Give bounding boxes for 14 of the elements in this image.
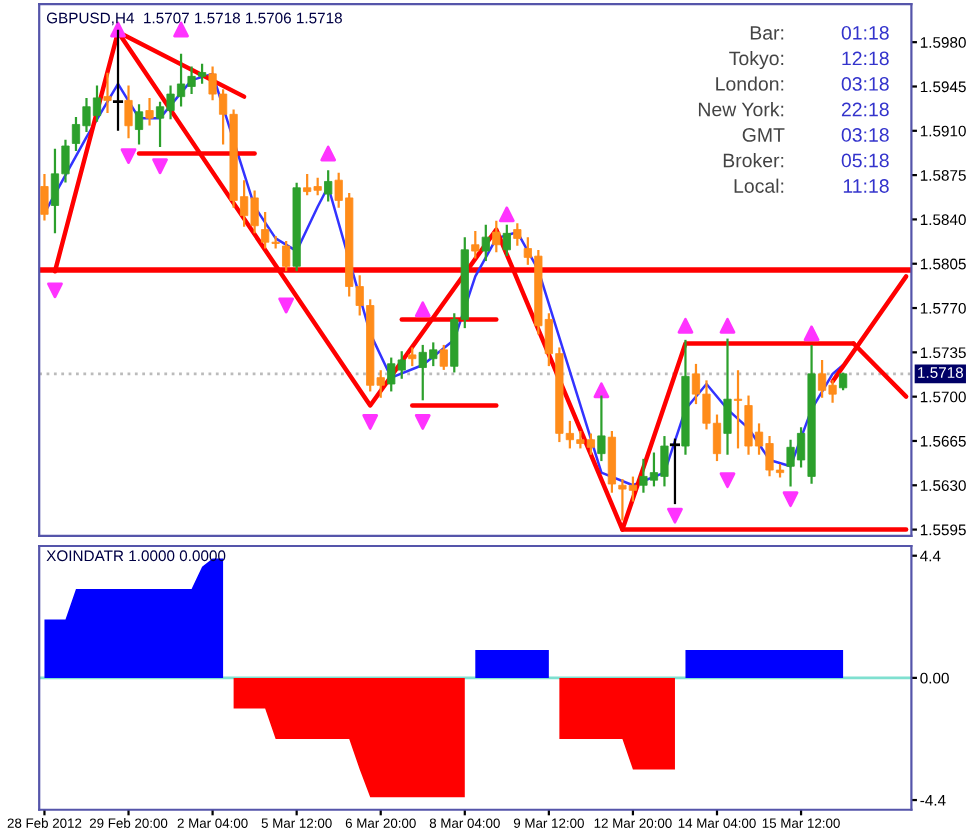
annotation: Tokyo: <box>729 50 784 70</box>
annotation: 11:18 <box>843 179 889 193</box>
annotation: 03:18 <box>841 128 889 142</box>
annotation: Broker: <box>723 153 784 168</box>
annotation: 22:18 <box>841 102 889 117</box>
annotation: 01:18 <box>841 25 889 40</box>
annotation: GMT <box>742 128 785 142</box>
annotation: Bar: <box>750 26 784 40</box>
annotation: 12:18 <box>842 51 889 66</box>
annotation: 03:18 <box>841 77 889 91</box>
annotation: 05:18 <box>841 153 889 168</box>
annotation: London: <box>716 76 784 91</box>
annotation: New York: <box>698 102 784 117</box>
annotation: Local: <box>734 178 784 193</box>
